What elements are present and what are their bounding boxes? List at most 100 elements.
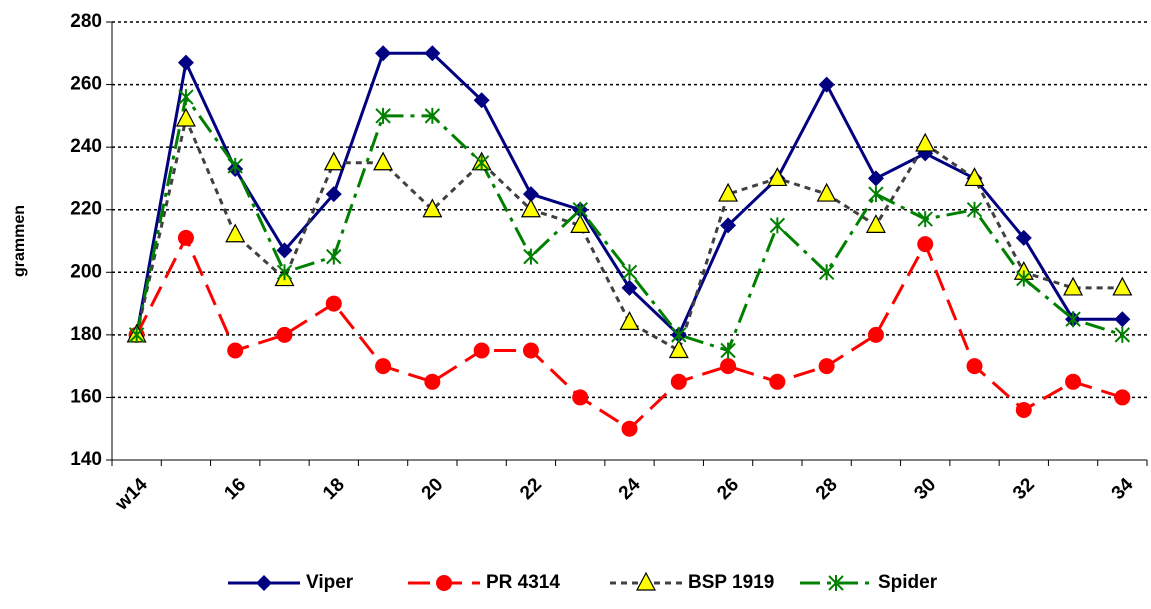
point [718,182,739,202]
point [1112,276,1133,296]
point [867,170,884,187]
x-tick-label: 20 [418,474,448,504]
point [671,326,687,343]
point [572,201,588,218]
point [1016,270,1032,287]
point [375,107,391,124]
x-tick-label: 34 [1108,474,1138,504]
point [227,157,243,174]
y-tick-label: 220 [70,199,102,220]
point [1063,276,1084,296]
point [1015,401,1032,418]
point [917,211,933,228]
point [375,45,392,62]
y-tick-label: 260 [70,74,102,95]
point [128,326,145,343]
point [720,217,737,234]
point [473,92,490,109]
point [375,358,392,375]
point [178,89,194,106]
legend-label: PR 4314 [486,572,560,593]
point [1065,311,1081,328]
legend-marker [636,571,656,591]
point [966,201,983,218]
y-tick-label: 180 [70,324,102,345]
point [865,214,886,233]
point [473,154,490,171]
point [276,326,293,343]
y-axis-label: grammen [11,205,28,277]
legend-marker [828,575,844,591]
point [424,107,441,124]
point [966,358,983,375]
point [621,264,638,281]
point [816,182,837,202]
point [619,311,640,330]
point [177,229,194,246]
point [917,236,934,253]
point [177,54,194,71]
x-tick-label: 18 [319,474,349,504]
point [868,186,884,203]
point [175,107,196,127]
point [522,186,539,203]
point [227,342,244,359]
point [915,132,936,152]
point [326,248,342,265]
point [621,279,638,296]
legend-marker [436,575,452,591]
legend-label: Viper [306,572,354,593]
point [323,151,344,171]
point [621,420,638,437]
y-tick-label: 240 [70,136,102,157]
y-tick-label: 140 [70,449,102,470]
point [572,389,589,406]
y-tick-label: 200 [70,261,102,282]
x-tick-label: 28 [812,474,842,504]
point [520,198,541,218]
point [769,217,786,234]
point [422,198,443,218]
point [964,167,985,187]
point [1065,373,1082,390]
series-line [135,114,1123,353]
point [1114,389,1131,406]
point [769,373,786,390]
point [668,339,689,359]
point [424,45,441,62]
point [522,342,539,359]
point [720,342,736,359]
point [473,342,490,359]
point [767,167,788,187]
point [818,358,835,375]
legend-label: BSP 1919 [688,572,774,593]
x-tick-label: 16 [220,474,250,504]
x-tick-label: 26 [713,474,743,504]
legend-marker [256,575,272,591]
point [424,373,441,390]
point [1114,311,1131,328]
legend: Viper PR 4314 BSP 1919 Spider [228,571,938,593]
point [570,214,591,233]
x-tick-label: 32 [1009,474,1039,504]
point [1114,326,1131,343]
point [225,223,246,243]
x-tick-label: 24 [615,474,645,504]
point [818,76,835,93]
legend-label: Spider [878,572,938,593]
x-tick-label: 30 [910,474,940,504]
x-tick-label: 22 [516,474,546,504]
point [867,326,884,343]
point [670,373,687,390]
y-tick-label: 280 [70,11,102,32]
point [276,264,293,281]
point [276,242,293,259]
point [325,186,342,203]
point [818,264,835,281]
point [523,248,539,265]
y-tick-label: 160 [70,386,102,407]
point [720,358,737,375]
point [1015,229,1032,246]
point [373,151,394,171]
